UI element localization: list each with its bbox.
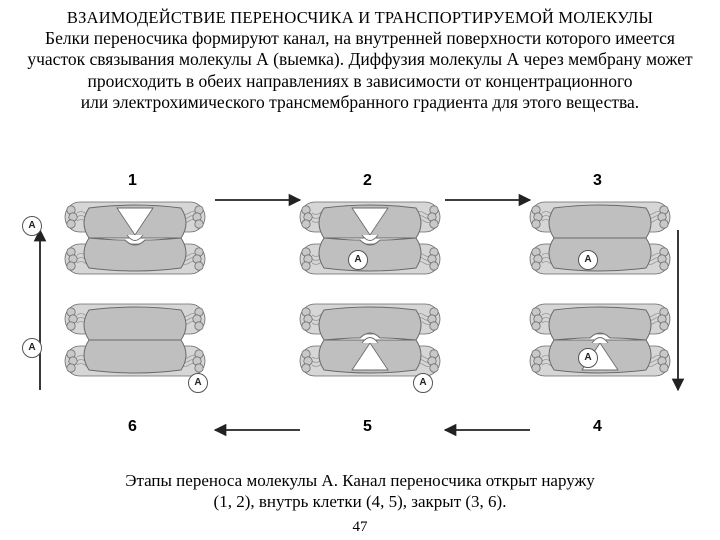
body-text: Белки переносчика формируют канал, на вн… [24,28,696,113]
molecule-a-6-free-b: A [188,373,208,393]
heading: ВЗАИМОДЕЙСТВИЕ ПЕРЕНОСЧИКА И ТРАНСПОРТИР… [24,8,696,28]
diagram-svg [0,190,720,460]
molecule-a-1-free: A [22,216,42,236]
molecule-a-5-free: A [413,373,433,393]
stage-label-5: 5 [363,418,372,436]
stage-label-3: 3 [593,172,602,190]
title-block: ВЗАИМОДЕЙСТВИЕ ПЕРЕНОСЧИКА И ТРАНСПОРТИР… [0,0,720,114]
stage-label-2: 2 [363,172,372,190]
molecule-a-6-free-a: A [22,338,42,358]
caption-line-1: Этапы переноса молекулы А. Канал перенос… [0,470,720,491]
stage-label-1: 1 [128,172,137,190]
stage-label-6: 6 [128,418,137,436]
molecule-a-2-bound: A [348,250,368,270]
page-number: 47 [0,519,720,536]
molecule-a-4-bound: A [578,348,598,368]
molecule-a-3-bound: A [578,250,598,270]
caption-line-2: (1, 2), внутрь клетки (4, 5), закрыт (3,… [0,491,720,512]
diagram: 1 2 3 6 5 4 A A A A A A A [0,190,720,460]
stage-label-4: 4 [593,418,602,436]
caption: Этапы переноса молекулы А. Канал перенос… [0,470,720,513]
